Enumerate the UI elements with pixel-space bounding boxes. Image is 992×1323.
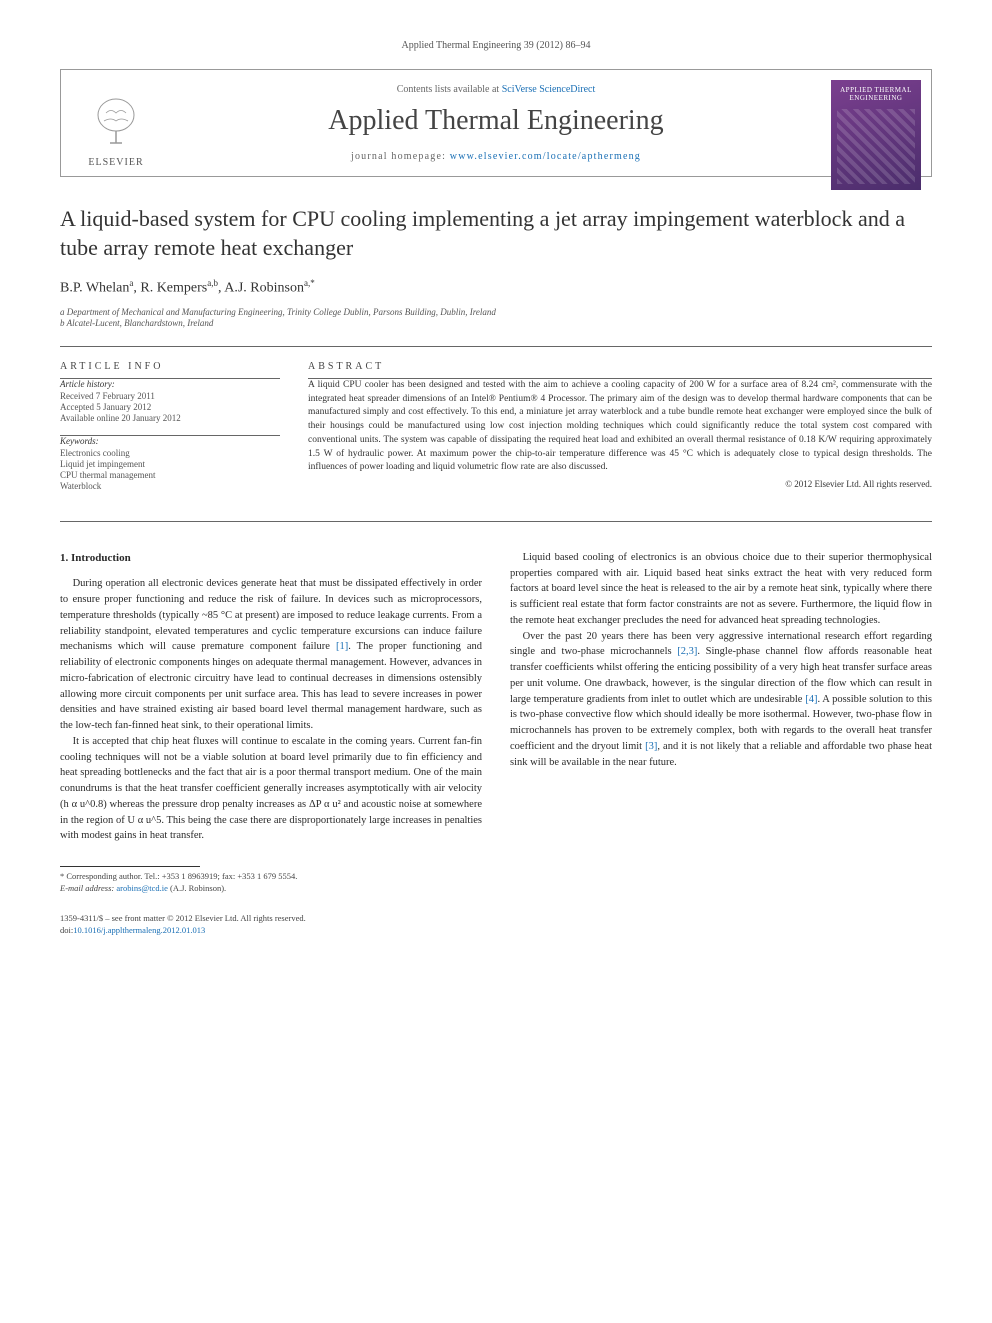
keywords-label: Keywords: bbox=[60, 436, 280, 446]
journal-name: Applied Thermal Engineering bbox=[181, 105, 811, 137]
abstract-block: ABSTRACT A liquid CPU cooler has been de… bbox=[308, 361, 932, 503]
running-head: Applied Thermal Engineering 39 (2012) 86… bbox=[60, 40, 932, 51]
sciencedirect-link[interactable]: SciVerse ScienceDirect bbox=[502, 84, 596, 95]
publisher-logo: ELSEVIER bbox=[71, 80, 161, 180]
para-3: Liquid based cooling of electronics is a… bbox=[510, 550, 932, 629]
keyword-2: Liquid jet impingement bbox=[60, 459, 280, 469]
body-columns: 1. Introduction During operation all ele… bbox=[60, 550, 932, 895]
affiliations: a Department of Mechanical and Manufactu… bbox=[60, 307, 932, 328]
issn-line: 1359-4311/$ – see front matter © 2012 El… bbox=[60, 913, 932, 925]
article-info-block: ARTICLE INFO Article history: Received 7… bbox=[60, 361, 280, 503]
para-2: It is accepted that chip heat fluxes wil… bbox=[60, 734, 482, 844]
corresponding-email-link[interactable]: arobins@tcd.ie bbox=[116, 883, 168, 893]
doi-line: doi:10.1016/j.applthermaleng.2012.01.013 bbox=[60, 925, 932, 937]
ref-2-3-link[interactable]: [2,3] bbox=[677, 646, 697, 657]
publisher-name: ELSEVIER bbox=[88, 157, 143, 168]
contents-available-line: Contents lists available at SciVerse Sci… bbox=[181, 84, 811, 95]
elsevier-tree-icon bbox=[86, 93, 146, 153]
journal-homepage-link[interactable]: www.elsevier.com/locate/apthermeng bbox=[450, 151, 641, 162]
history-label: Article history: bbox=[60, 379, 280, 389]
para-4: Over the past 20 years there has been ve… bbox=[510, 629, 932, 771]
ref-4-link[interactable]: [4] bbox=[805, 694, 817, 705]
footnotes: * Corresponding author. Tel.: +353 1 896… bbox=[60, 871, 482, 895]
footnote-rule bbox=[60, 866, 200, 867]
history-accepted: Accepted 5 January 2012 bbox=[60, 402, 280, 412]
homepage-prefix: journal homepage: bbox=[351, 151, 450, 162]
author-list: B.P. Whelana, R. Kempersa,b, A.J. Robins… bbox=[60, 278, 932, 297]
journal-cover-thumbnail: APPLIED THERMAL ENGINEERING bbox=[831, 80, 921, 190]
journal-homepage-line: journal homepage: www.elsevier.com/locat… bbox=[181, 151, 811, 162]
ref-3-link[interactable]: [3] bbox=[645, 741, 657, 752]
keyword-3: CPU thermal management bbox=[60, 470, 280, 480]
email-label: E-mail address: bbox=[60, 883, 116, 893]
affiliation-b: b Alcatel-Lucent, Blanchardstown, Irelan… bbox=[60, 318, 932, 328]
journal-masthead: ELSEVIER Contents lists available at Sci… bbox=[60, 69, 932, 177]
rule-bottom bbox=[60, 521, 932, 522]
abstract-copyright: © 2012 Elsevier Ltd. All rights reserved… bbox=[308, 479, 932, 489]
corresponding-author: * Corresponding author. Tel.: +353 1 896… bbox=[60, 871, 482, 883]
contents-prefix: Contents lists available at bbox=[397, 84, 502, 95]
doi-link[interactable]: 10.1016/j.applthermaleng.2012.01.013 bbox=[73, 925, 205, 935]
abstract-text: A liquid CPU cooler has been designed an… bbox=[308, 379, 932, 475]
article-info-head: ARTICLE INFO bbox=[60, 361, 280, 372]
doi-prefix: doi: bbox=[60, 925, 73, 935]
page-footer: 1359-4311/$ – see front matter © 2012 El… bbox=[60, 913, 932, 937]
ref-1-link[interactable]: [1] bbox=[336, 641, 348, 652]
section-1-head: 1. Introduction bbox=[60, 550, 482, 567]
email-line: E-mail address: arobins@tcd.ie (A.J. Rob… bbox=[60, 883, 482, 895]
abstract-head: ABSTRACT bbox=[308, 361, 932, 372]
cover-title: APPLIED THERMAL ENGINEERING bbox=[837, 86, 915, 103]
article-title: A liquid-based system for CPU cooling im… bbox=[60, 205, 932, 262]
history-online: Available online 20 January 2012 bbox=[60, 413, 280, 423]
email-suffix: (A.J. Robinson). bbox=[168, 883, 226, 893]
affiliation-a: a Department of Mechanical and Manufactu… bbox=[60, 307, 932, 317]
para-1: During operation all electronic devices … bbox=[60, 576, 482, 734]
cover-art bbox=[837, 109, 915, 184]
keyword-1: Electronics cooling bbox=[60, 448, 280, 458]
history-received: Received 7 February 2011 bbox=[60, 391, 280, 401]
keyword-4: Waterblock bbox=[60, 481, 280, 491]
